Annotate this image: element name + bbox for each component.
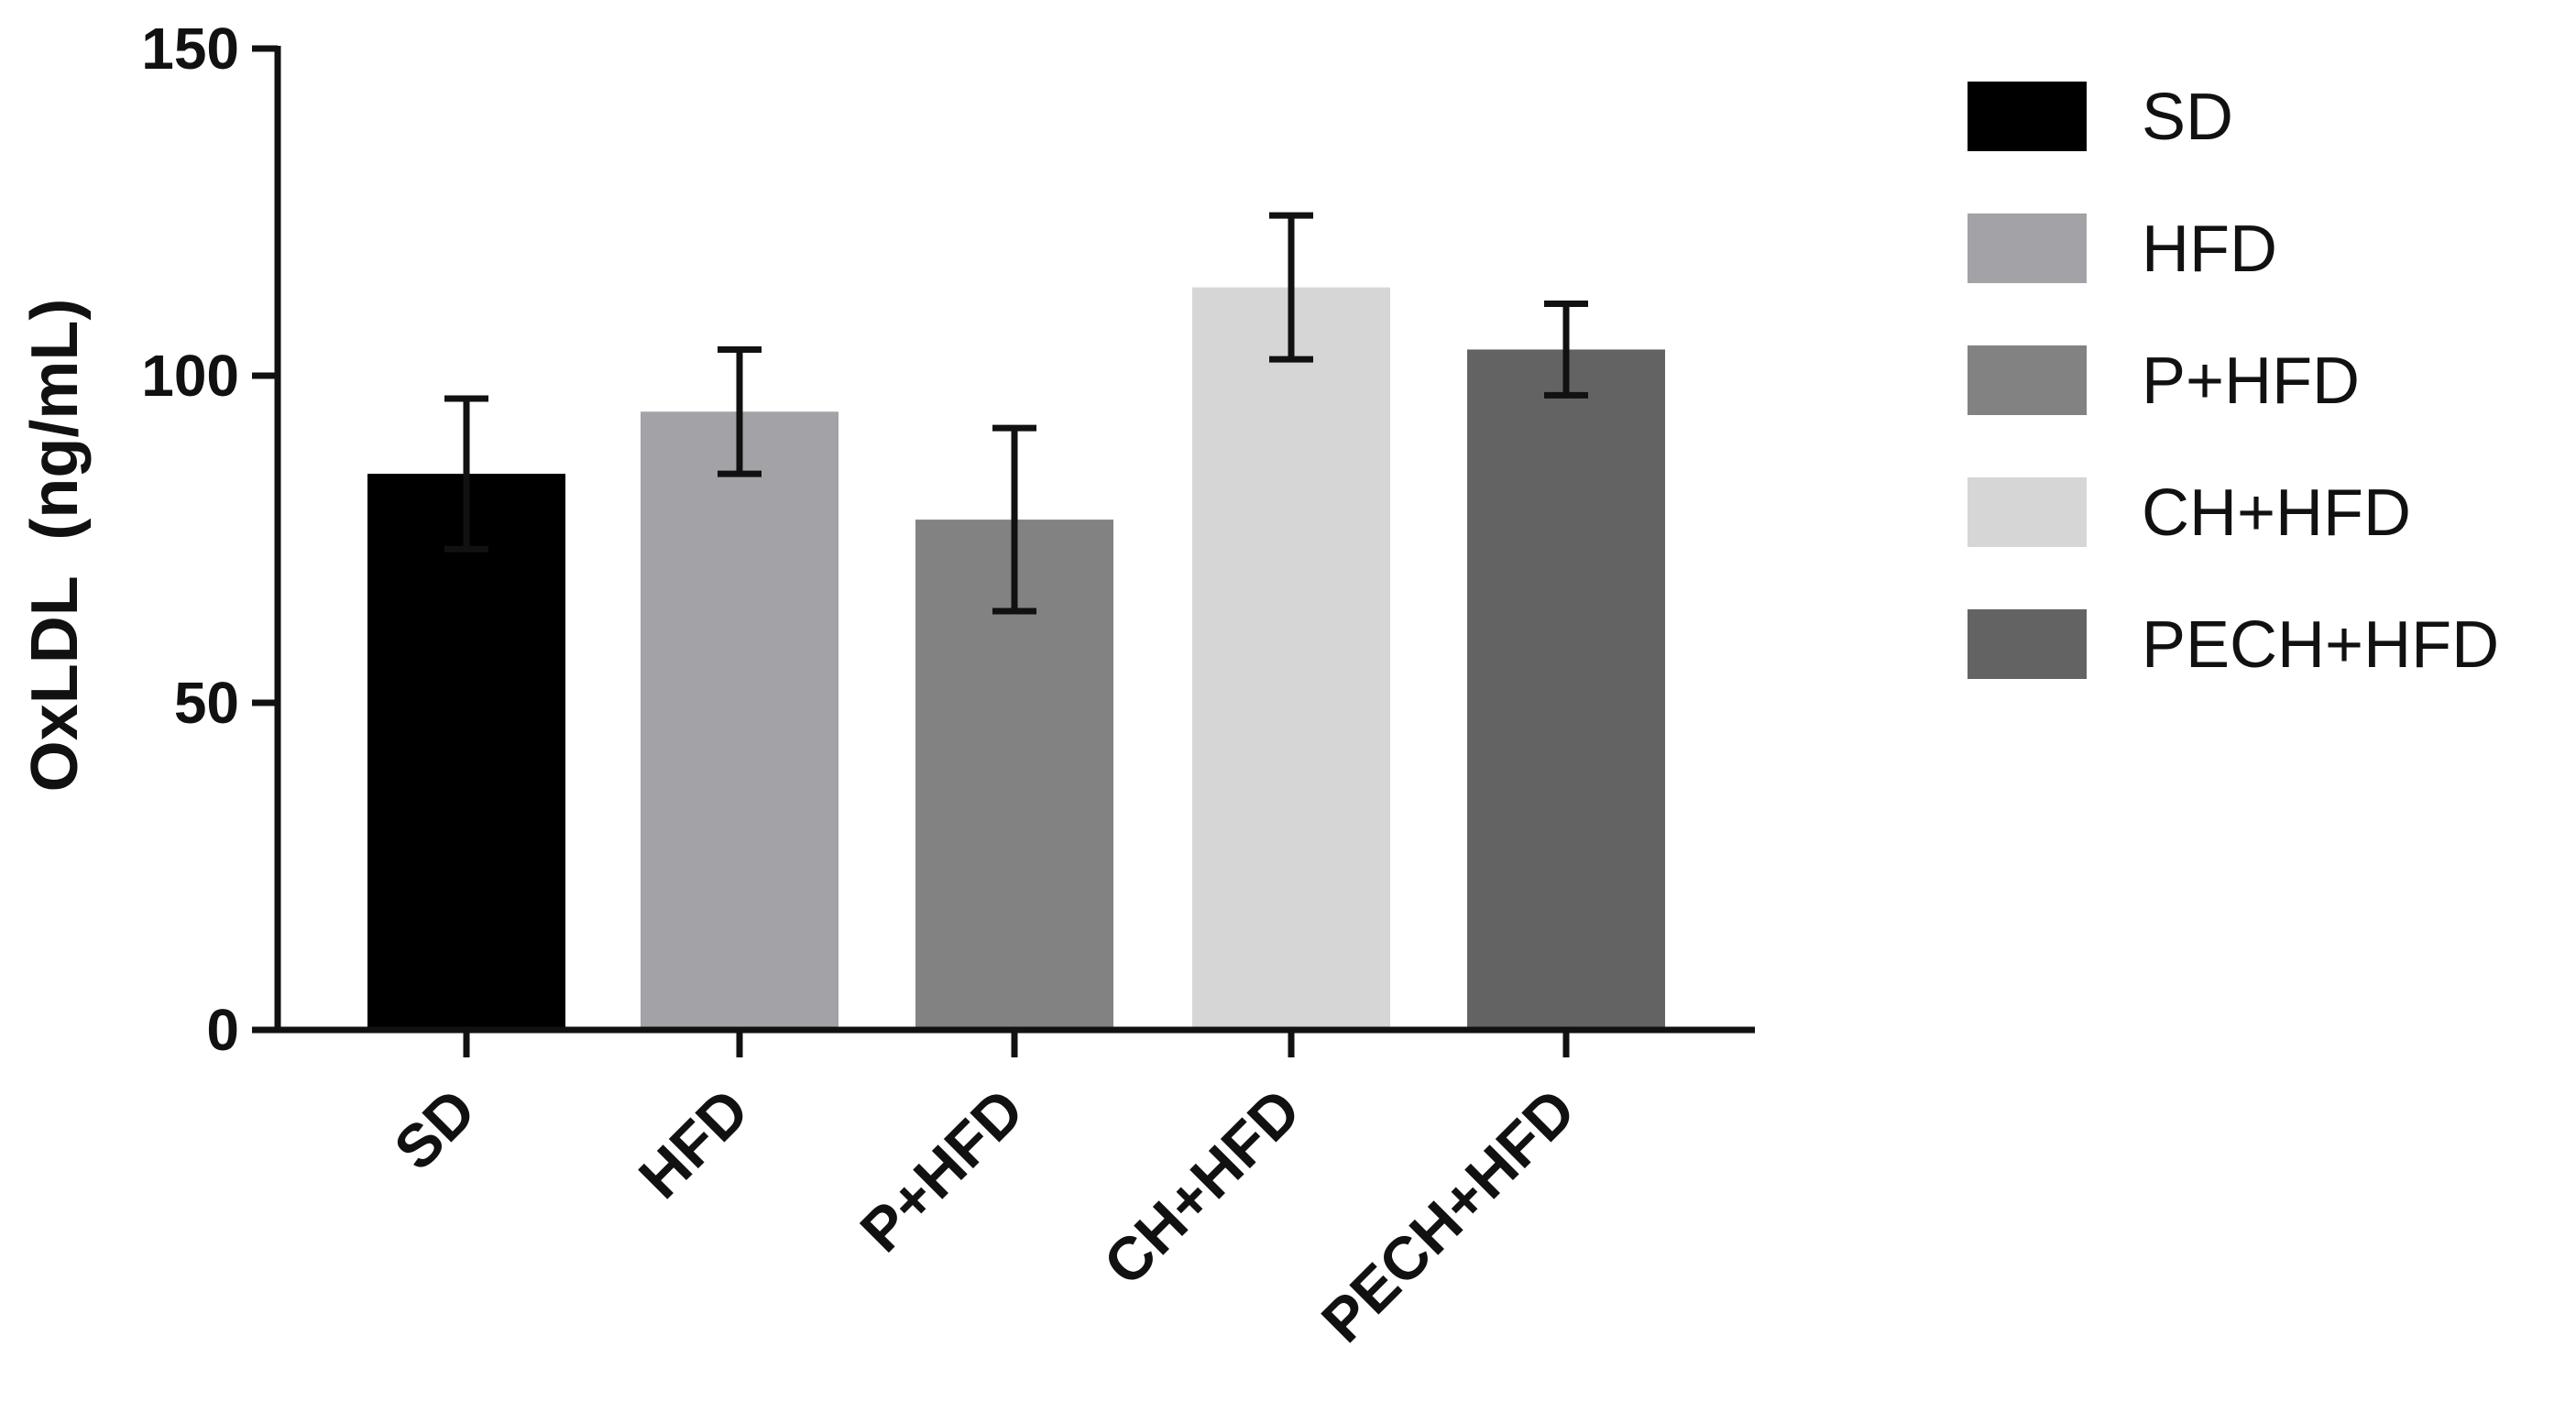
x-tick-label: CH+HFD — [1091, 1076, 1313, 1298]
legend-swatch — [1968, 477, 2087, 547]
y-tick-label: 0 — [206, 997, 239, 1063]
y-axis-title: OxLDL (ng/mL) — [18, 299, 92, 793]
legend-swatch — [1968, 82, 2087, 151]
legend: SD HFD P+HFD CH+HFD PECH+HFD — [1968, 81, 2499, 682]
y-tick-label: 50 — [174, 670, 239, 736]
y-tick-label: 150 — [141, 16, 239, 82]
legend-label: P+HFD — [2142, 345, 2360, 418]
bar-sd — [367, 474, 565, 1030]
legend-label: PECH+HFD — [2142, 608, 2499, 682]
y-tick-label: 100 — [141, 343, 239, 409]
x-tick-label: PECH+HFD — [1309, 1076, 1588, 1355]
bar-pech-plus-hfd — [1467, 349, 1665, 1030]
x-tick-label: P+HFD — [847, 1076, 1036, 1265]
legend-label: HFD — [2142, 213, 2277, 286]
bar-ch-plus-hfd — [1192, 287, 1390, 1030]
x-tick-label: SD — [381, 1076, 488, 1183]
error-bars-layer — [444, 212, 1588, 615]
x-tick-label: HFD — [626, 1076, 762, 1211]
bar-hfd — [641, 411, 839, 1030]
legend-swatch — [1968, 345, 2087, 415]
bars-layer — [367, 287, 1665, 1030]
legend-label: CH+HFD — [2142, 476, 2411, 550]
legend-swatch — [1968, 609, 2087, 679]
y-ticks-layer: 0 50 100 150 — [141, 16, 278, 1063]
legend-swatch — [1968, 213, 2087, 283]
legend-label: SD — [2142, 81, 2233, 154]
